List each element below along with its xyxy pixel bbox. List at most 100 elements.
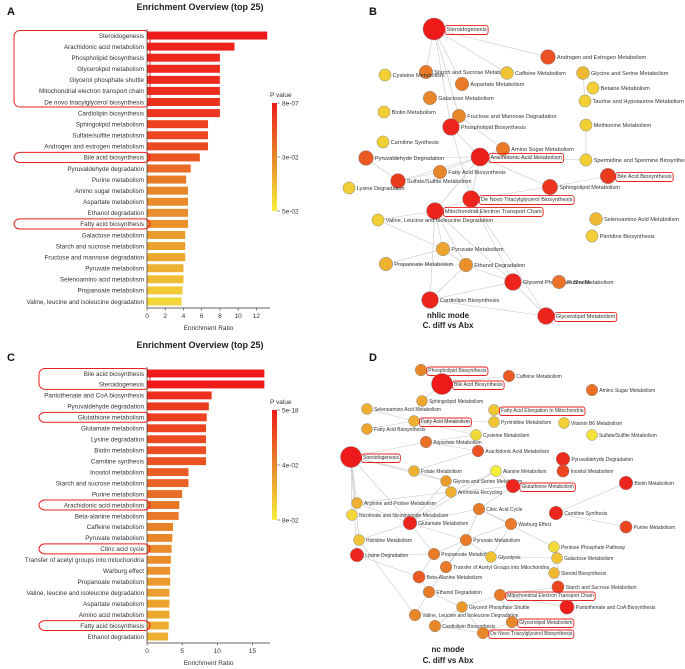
panel-label: C	[7, 352, 15, 364]
network-node	[488, 416, 500, 428]
node-label: Mitochondrial Electron Transport Chain	[507, 593, 594, 599]
node-label: Transfer of Acetyl Groups into Mitochond…	[453, 565, 549, 571]
bar	[147, 208, 188, 217]
category-label: Glycerol phosphate shuttle	[69, 77, 144, 84]
network-node	[431, 373, 453, 395]
legend-label: 8e-07	[282, 100, 299, 107]
legend-title: P value	[270, 92, 292, 99]
node-label: Steroid Biosynthesis	[561, 571, 607, 577]
network-node	[432, 164, 448, 180]
node-label: Taurine and Hypotaurine Metabolism	[593, 99, 684, 105]
network-node	[435, 241, 451, 257]
network-edge	[366, 420, 415, 430]
network-node	[589, 212, 603, 226]
category-label: Biotin metabolism	[94, 448, 144, 455]
network-node	[576, 66, 590, 80]
bar	[147, 490, 183, 498]
x-tick-label: 4	[182, 313, 186, 320]
network-node	[551, 580, 565, 594]
network-node	[476, 626, 490, 640]
category-label: Selenoamino acid metabolism	[60, 277, 144, 284]
network-node	[585, 229, 599, 243]
network-node	[505, 615, 519, 629]
highlight-box	[38, 620, 151, 632]
network-edge	[350, 456, 411, 524]
bar	[147, 131, 209, 140]
network-edge	[413, 450, 479, 472]
node-label: Biotin Metabolism	[634, 481, 673, 487]
network-node	[495, 141, 511, 157]
network-node	[422, 90, 438, 106]
node-label: Androgen and Estrogen Metabolism	[557, 55, 647, 61]
category-label: Phospholipid biosynthesis	[72, 55, 144, 62]
category-label: Inositol metabolism	[90, 469, 144, 476]
network-node	[619, 520, 633, 534]
node-label: Galactose Metabolism	[438, 96, 494, 102]
panel-a: Enrichment Overview (top 25) A Steroidogen…	[7, 2, 299, 332]
x-axis-label: Enrichment Ratio	[184, 660, 234, 667]
label-highlight	[488, 629, 575, 639]
node-label: Vitamin B6 Metabolism	[571, 421, 622, 427]
category-label: Fatty acid biosynthesis	[80, 221, 144, 228]
node-label: Fatty Acid Elongation In Mitochondria	[501, 408, 584, 414]
bar	[147, 142, 209, 151]
network-node	[346, 509, 358, 521]
network-edge	[358, 522, 411, 541]
category-label: Steroidogenesis	[99, 33, 144, 40]
label-highlight	[444, 24, 489, 35]
x-tick-label: 8	[218, 313, 222, 320]
category-label: Amino sugar metabolism	[75, 188, 144, 195]
category-label: Warburg effect	[103, 568, 144, 575]
network-edge	[499, 594, 568, 608]
network-edge	[358, 539, 416, 616]
network-edge	[499, 586, 559, 596]
node-label: Fatty Acid Metabolism	[421, 419, 470, 425]
network-edge	[366, 408, 415, 422]
bar	[147, 219, 188, 228]
network-node	[505, 478, 521, 494]
network-edge	[377, 210, 436, 221]
network-node	[408, 608, 422, 622]
network-node	[378, 68, 392, 82]
network-node	[349, 547, 365, 563]
network-node	[471, 444, 485, 458]
node-label: Ammonia Recycling	[458, 490, 502, 496]
legend-colorbar	[272, 103, 277, 211]
network-node	[500, 66, 514, 80]
category-label: Caffeine metabolism	[87, 524, 144, 531]
label-highlight	[361, 453, 401, 463]
network-node	[456, 601, 468, 613]
bar	[147, 457, 207, 466]
node-label: Spermidine and Spermine Biosynthesis	[594, 158, 685, 164]
node-label: Beta-Alanine Metabolism	[427, 575, 483, 581]
network-edge	[434, 156, 481, 212]
network-edge	[555, 482, 627, 514]
bar	[147, 468, 189, 477]
x-tick-label: 2	[163, 313, 167, 320]
node-label: Bile Acid Biosynthesis	[617, 174, 672, 180]
network-node	[418, 64, 434, 80]
network-node	[490, 465, 502, 477]
network-caption: C. diff vs Abx	[423, 321, 474, 330]
bar	[147, 369, 265, 378]
label-highlight	[499, 406, 586, 416]
node-label: Pteridine Biosynthesis	[600, 234, 655, 240]
network-edge	[433, 28, 508, 74]
network-node	[459, 533, 473, 547]
network-node	[578, 94, 592, 108]
highlight-box	[13, 151, 151, 163]
bar	[147, 632, 169, 641]
panel-b: B Steroidogenesis Androgen and Estrogen Me…	[342, 6, 685, 330]
bar	[147, 109, 220, 118]
network-edge	[461, 594, 501, 608]
network-node	[426, 202, 444, 220]
network-node	[551, 552, 563, 564]
highlight-box	[38, 499, 151, 511]
network-node	[414, 363, 428, 377]
node-label: Aspartate Metabolism	[433, 440, 481, 446]
network-node	[353, 534, 365, 546]
network-edge	[479, 156, 587, 161]
node-label: Arachidonic Acid Metabolism	[485, 449, 549, 455]
category-label: Transfer of acetyl groups into mitochond…	[25, 557, 145, 564]
